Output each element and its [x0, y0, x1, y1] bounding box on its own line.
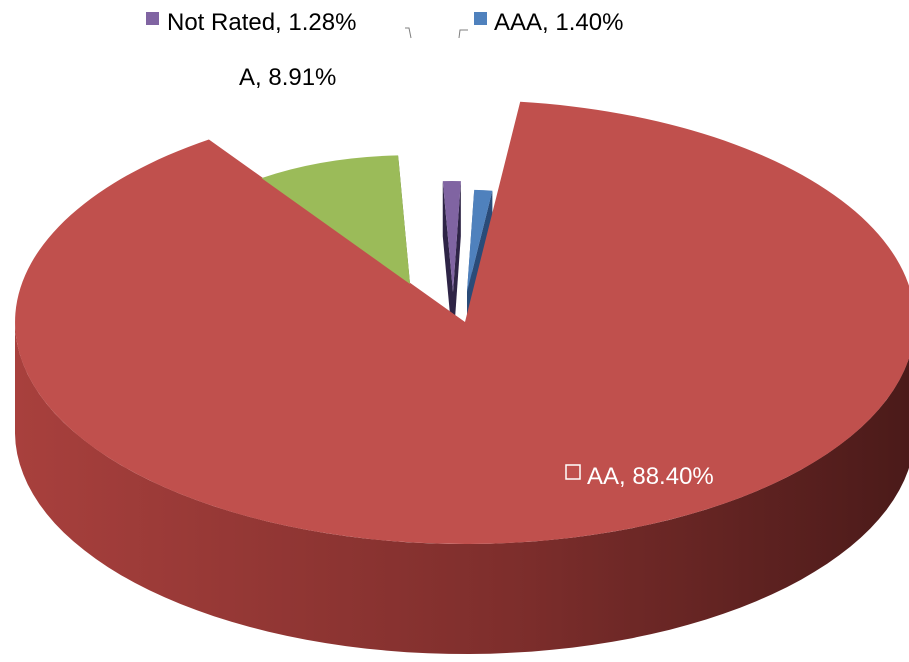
pie-slice-notrated: [442, 181, 461, 292]
legend-key-notrated: [146, 12, 159, 25]
leader-line-notrated: [405, 27, 412, 39]
pie-tops: [15, 101, 909, 545]
slice-label-aaa: AAA, 1.40%: [474, 9, 623, 36]
pie-slice-aaa: [467, 189, 493, 292]
pie-side-aa: [15, 323, 909, 654]
slice-label-a-text: A, 8.91%: [239, 64, 336, 91]
legend-key-a: [217, 66, 232, 81]
slice-label-aa: AA, 88.40%: [565, 463, 714, 490]
legend-key-aa: [565, 464, 581, 480]
slice-label-aa-text: AA, 88.40%: [587, 463, 714, 490]
pie-labels: Not Rated, 1.28% AAA, 1.40% A, 8.91% AA,…: [146, 9, 714, 490]
pie-wall-notrated-0: [442, 181, 453, 347]
slice-label-aaa-text: AAA, 1.40%: [494, 9, 623, 36]
pie-slice-a: [261, 155, 410, 284]
leader-line-aaa: [458, 29, 468, 39]
slice-label-a: A, 8.91%: [217, 64, 336, 91]
pie-slice-aa: [15, 101, 909, 545]
pie-wall-notrated-1: [453, 181, 461, 347]
slice-label-notrated: Not Rated, 1.28%: [146, 9, 356, 36]
legend-key-aaa: [474, 12, 487, 25]
slice-label-notrated-text: Not Rated, 1.28%: [167, 9, 356, 36]
